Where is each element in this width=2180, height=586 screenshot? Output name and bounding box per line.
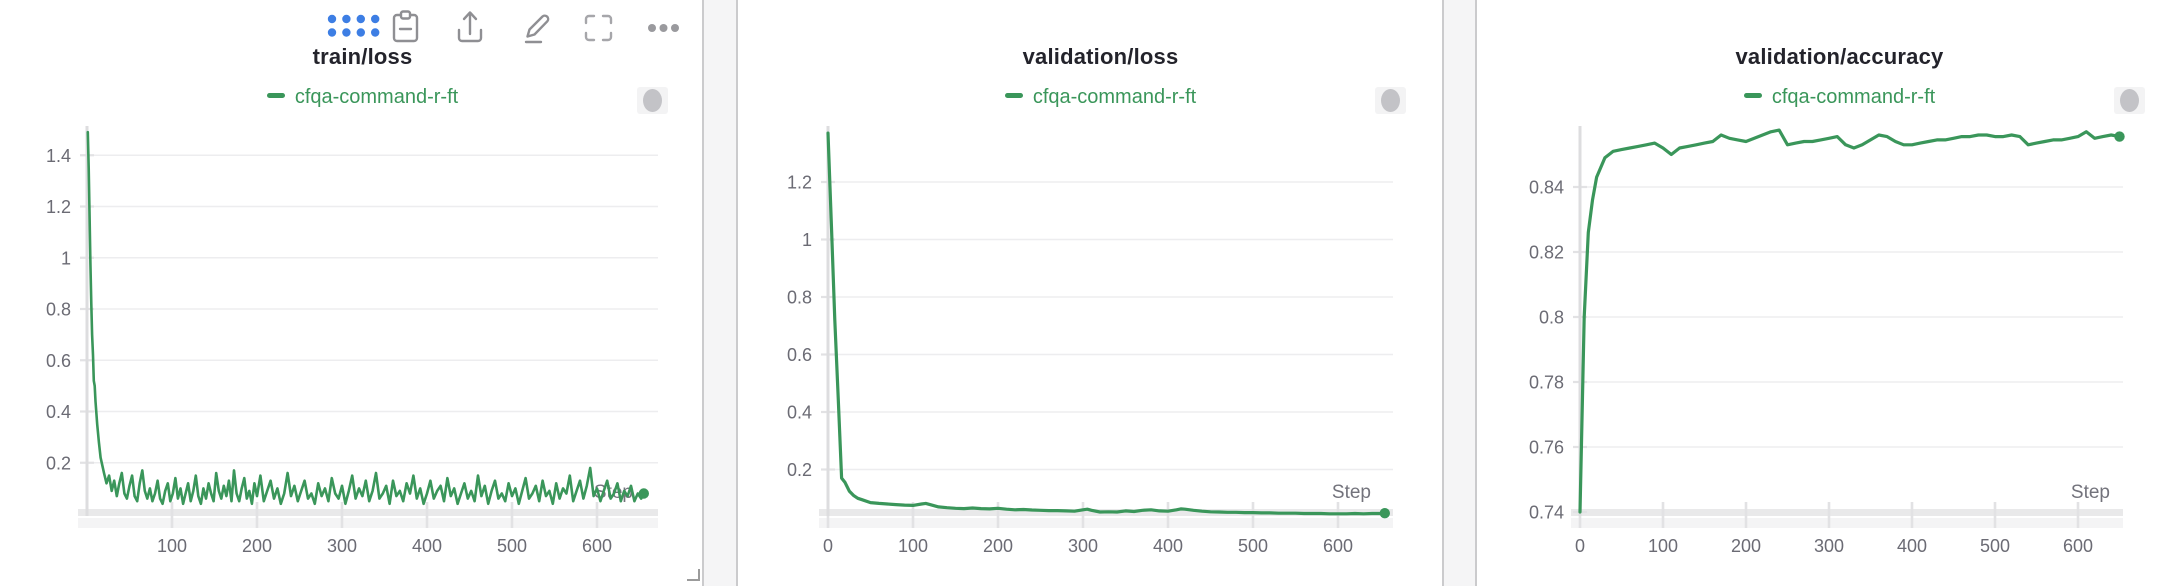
edit-pencil-icon[interactable] [524, 14, 550, 44]
svg-text:0.76: 0.76 [1529, 438, 1564, 458]
svg-text:0.8: 0.8 [787, 288, 812, 308]
svg-text:1: 1 [802, 230, 812, 250]
svg-text:1.2: 1.2 [46, 197, 71, 217]
run-selector-oval-icon [643, 89, 662, 112]
svg-text:300: 300 [1068, 536, 1098, 556]
svg-text:200: 200 [983, 536, 1013, 556]
svg-text:500: 500 [497, 536, 527, 556]
svg-text:0.4: 0.4 [787, 403, 812, 423]
chart-panel-train-loss: train/loss cfqa-command-r-ft Step 100 200… [0, 0, 704, 586]
svg-text:400: 400 [1153, 536, 1183, 556]
svg-text:500: 500 [1980, 536, 2010, 556]
chart-panel-validation-loss: validation/loss cfqa-command-r-ft Step 0… [736, 0, 1444, 586]
clipboard-icon[interactable] [392, 10, 419, 43]
chart-title: train/loss [312, 44, 413, 69]
svg-text:400: 400 [412, 536, 442, 556]
legend: cfqa-command-r-ft [40, 86, 685, 109]
svg-text:100: 100 [1648, 536, 1678, 556]
svg-text:0.74: 0.74 [1529, 503, 1564, 523]
drag-handle-icon[interactable] [327, 14, 380, 37]
svg-text:200: 200 [1731, 536, 1761, 556]
panel-toolbar [327, 10, 679, 44]
svg-text:0.4: 0.4 [46, 402, 71, 422]
chart-panel-validation-accuracy: validation/accuracy cfqa-command-r-ft St… [1475, 0, 2180, 586]
svg-text:0.2: 0.2 [46, 453, 71, 473]
svg-text:1.4: 1.4 [46, 146, 71, 166]
svg-text:0.2: 0.2 [787, 460, 812, 480]
svg-text:600: 600 [582, 536, 612, 556]
legend-line-swatch [1743, 93, 1762, 99]
fullscreen-icon[interactable] [584, 14, 613, 42]
svg-text:300: 300 [1814, 536, 1844, 556]
chart-title: validation/accuracy [1735, 44, 1944, 69]
svg-text:100: 100 [157, 536, 187, 556]
panel-resize-handle[interactable] [687, 569, 700, 581]
validation-loss-chart[interactable]: 0 100 200 300 400 500 600 0.2 0.4 0.6 0.8 1 1.2 [738, 0, 1442, 586]
svg-text:0.84: 0.84 [1529, 178, 1564, 198]
run-selector-pill[interactable] [2114, 87, 2145, 114]
svg-text:1.2: 1.2 [787, 173, 812, 193]
legend: cfqa-command-r-ft [1517, 86, 2162, 109]
x-axis-label: Step [1331, 482, 1371, 503]
legend-run-label[interactable]: cfqa-command-r-ft [294, 86, 459, 109]
legend-run-label[interactable]: cfqa-command-r-ft [1771, 86, 1936, 109]
svg-text:300: 300 [327, 536, 357, 556]
svg-text:1: 1 [61, 248, 71, 268]
svg-text:200: 200 [242, 536, 272, 556]
legend-run-label[interactable]: cfqa-command-r-ft [1032, 86, 1197, 109]
validation-accuracy-chart[interactable]: 0 100 200 300 400 500 600 0.74 0.76 0.78 0.8 0.82 0.… [1477, 0, 2180, 586]
legend: cfqa-command-r-ft [778, 86, 1423, 109]
svg-text:0.8: 0.8 [1539, 308, 1564, 328]
svg-text:500: 500 [1238, 536, 1268, 556]
svg-text:0.82: 0.82 [1529, 243, 1564, 263]
svg-text:600: 600 [1323, 536, 1353, 556]
svg-text:400: 400 [1897, 536, 1927, 556]
svg-text:0.6: 0.6 [46, 351, 71, 371]
svg-text:0: 0 [1575, 536, 1585, 556]
chart-title: validation/loss [1022, 44, 1179, 69]
legend-line-swatch [266, 93, 285, 99]
overflow-menu-icon[interactable] [648, 24, 679, 32]
legend-line-swatch [1004, 93, 1023, 99]
svg-text:100: 100 [898, 536, 928, 556]
run-selector-oval-icon [2120, 89, 2139, 112]
svg-text:0.6: 0.6 [787, 345, 812, 365]
run-selector-pill[interactable] [1375, 87, 1406, 114]
svg-text:0.8: 0.8 [46, 300, 71, 320]
x-axis-label: Step [2070, 482, 2110, 503]
svg-text:0: 0 [823, 536, 833, 556]
svg-text:0.78: 0.78 [1529, 373, 1564, 393]
train-loss-chart[interactable]: 100 200 300 400 500 600 0.2 0.4 0.6 0.8 1 1.2 1.4 [0, 0, 704, 586]
run-selector-pill[interactable] [637, 87, 668, 114]
run-selector-oval-icon [1381, 89, 1400, 112]
share-export-icon[interactable] [457, 11, 483, 43]
svg-text:600: 600 [2063, 536, 2093, 556]
